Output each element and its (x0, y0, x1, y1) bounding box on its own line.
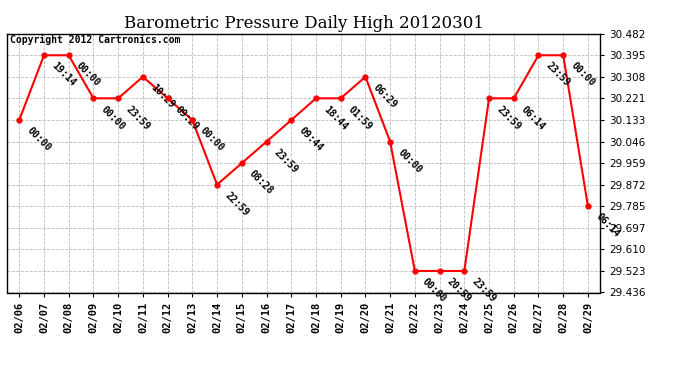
Text: Copyright 2012 Cartronics.com: Copyright 2012 Cartronics.com (10, 35, 180, 45)
Text: 01:59: 01:59 (346, 104, 374, 132)
Text: 09:44: 09:44 (297, 126, 324, 153)
Text: 23:59: 23:59 (544, 61, 572, 88)
Text: 20:59: 20:59 (445, 276, 473, 304)
Text: 09:29: 09:29 (173, 104, 201, 132)
Text: 23:59: 23:59 (495, 104, 522, 132)
Text: 00:00: 00:00 (198, 126, 226, 153)
Text: 00:00: 00:00 (75, 61, 102, 88)
Text: 00:00: 00:00 (420, 276, 448, 304)
Text: 23:59: 23:59 (124, 104, 152, 132)
Text: 08:28: 08:28 (247, 169, 275, 196)
Text: 10:29: 10:29 (148, 82, 176, 110)
Text: 18:44: 18:44 (322, 104, 349, 132)
Text: 06:29: 06:29 (371, 82, 399, 110)
Text: 23:59: 23:59 (272, 147, 300, 175)
Text: 06:14: 06:14 (593, 212, 621, 240)
Text: 22:59: 22:59 (223, 190, 250, 218)
Text: 00:00: 00:00 (99, 104, 127, 132)
Text: 23:59: 23:59 (470, 276, 497, 304)
Text: 00:00: 00:00 (569, 61, 597, 88)
Text: 06:14: 06:14 (520, 104, 547, 132)
Text: 19:14: 19:14 (50, 61, 77, 88)
Text: 00:00: 00:00 (395, 147, 424, 175)
Text: 00:00: 00:00 (25, 126, 52, 153)
Title: Barometric Pressure Daily High 20120301: Barometric Pressure Daily High 20120301 (124, 15, 484, 32)
